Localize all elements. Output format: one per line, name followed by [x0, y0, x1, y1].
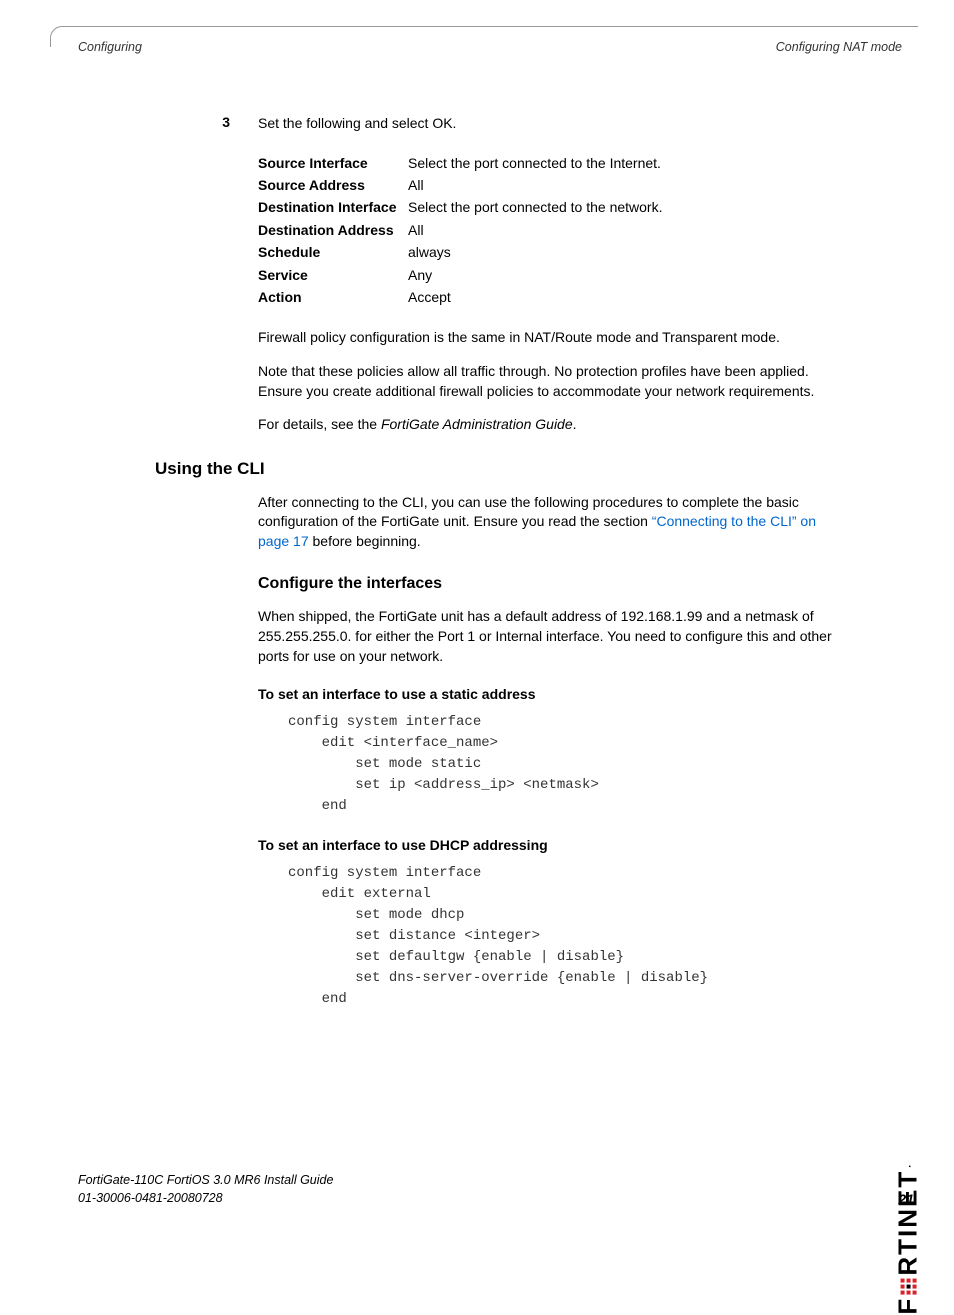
paragraph: Note that these policies allow all traff… [258, 362, 844, 401]
heading-configure-interfaces: Configure the interfaces [258, 575, 844, 593]
setting-value: Accept [408, 286, 844, 308]
heading-using-cli: Using the CLI [155, 459, 844, 479]
setting-value: All [408, 219, 844, 241]
setting-label: Action [258, 286, 408, 308]
setting-value: always [408, 241, 844, 263]
heading-static-address: To set an interface to use a static addr… [258, 686, 844, 702]
page-footer: FortiGate-110C FortiOS 3.0 MR6 Install G… [78, 1172, 914, 1207]
code-block-dhcp: config system interface edit external se… [288, 863, 844, 1010]
footer-title: FortiGate-110C FortiOS 3.0 MR6 Install G… [78, 1172, 333, 1190]
step-text: Set the following and select OK. [258, 114, 456, 134]
table-row: ServiceAny [258, 264, 844, 286]
header-rule [50, 26, 918, 47]
heading-dhcp-address: To set an interface to use DHCP addressi… [258, 837, 844, 853]
logo-letter: F [893, 1297, 924, 1315]
text: . [573, 416, 577, 432]
setting-value: Select the port connected to the network… [408, 196, 844, 218]
paragraph: Firewall policy configuration is the sam… [258, 328, 844, 348]
logo-dots-icon [901, 1279, 917, 1295]
step-3: 3 Set the following and select OK. [160, 114, 844, 134]
footer-left: FortiGate-110C FortiOS 3.0 MR6 Install G… [78, 1172, 333, 1207]
table-row: ActionAccept [258, 286, 844, 308]
table-row: Destination AddressAll [258, 219, 844, 241]
footer-docid: 01-30006-0481-20080728 [78, 1190, 333, 1208]
setting-value: Any [408, 264, 844, 286]
setting-value: Select the port connected to the Interne… [408, 152, 844, 174]
table-row: Schedulealways [258, 241, 844, 263]
table-row: Source InterfaceSelect the port connecte… [258, 152, 844, 174]
text: For details, see the [258, 416, 381, 432]
logo-dot: . [903, 1163, 914, 1168]
setting-label: Destination Interface [258, 196, 408, 218]
setting-value: All [408, 174, 844, 196]
text: before beginning. [309, 533, 421, 549]
setting-label: Destination Address [258, 219, 408, 241]
setting-label: Service [258, 264, 408, 286]
settings-table: Source InterfaceSelect the port connecte… [258, 152, 844, 309]
setting-label: Source Address [258, 174, 408, 196]
setting-label: Source Interface [258, 152, 408, 174]
paragraph: When shipped, the FortiGate unit has a d… [258, 607, 844, 666]
page-number: 21 [898, 1191, 914, 1207]
paragraph: After connecting to the CLI, you can use… [258, 493, 844, 552]
code-block-static: config system interface edit <interface_… [288, 712, 844, 817]
guide-name: FortiGate Administration Guide [381, 416, 573, 432]
table-row: Destination InterfaceSelect the port con… [258, 196, 844, 218]
paragraph: For details, see the FortiGate Administr… [258, 415, 844, 435]
step-number: 3 [160, 114, 258, 134]
table-row: Source AddressAll [258, 174, 844, 196]
setting-label: Schedule [258, 241, 408, 263]
